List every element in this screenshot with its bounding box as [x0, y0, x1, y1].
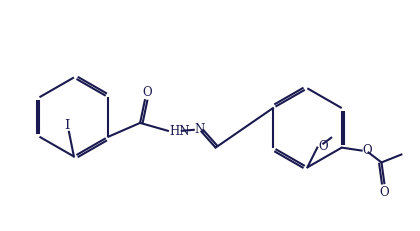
Text: O: O: [362, 144, 372, 157]
Text: I: I: [64, 119, 70, 132]
Text: O: O: [318, 140, 328, 153]
Text: O: O: [142, 86, 152, 99]
Text: N: N: [195, 123, 205, 136]
Text: O: O: [380, 185, 389, 199]
Text: HN: HN: [169, 125, 189, 138]
